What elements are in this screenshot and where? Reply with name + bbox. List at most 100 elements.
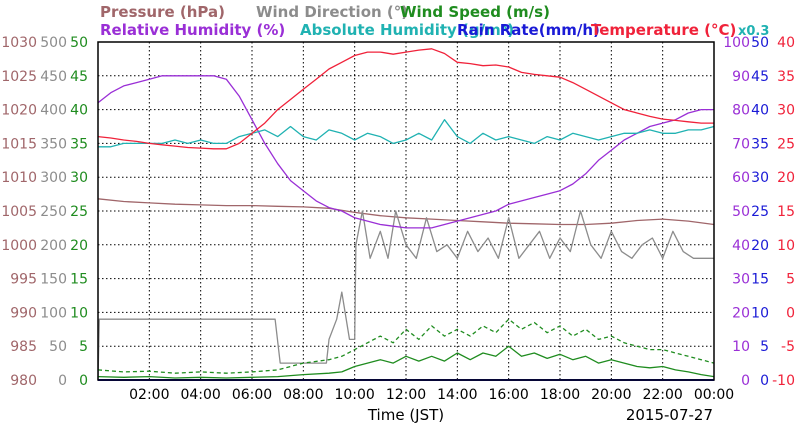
y-tick-label-pressure: 1010 <box>1 170 37 186</box>
legend-entry: x0.3 <box>738 24 769 39</box>
x-tick-label: 22:00 <box>642 387 682 403</box>
y-tick-label-rain-rate: 35 <box>751 136 769 152</box>
y-tick-label-temperature: -10 <box>772 373 795 389</box>
y-tick-label-humidity: 90 <box>732 69 750 85</box>
legend-entry: Wind Direction (°) <box>256 3 408 21</box>
y-tick-label-wind-direction: 300 <box>40 170 67 186</box>
y-tick-label-humidity: 100 <box>723 35 750 51</box>
y-tick-label-temperature: 10 <box>777 238 795 254</box>
y-tick-label-rain-rate: 45 <box>751 69 769 85</box>
y-tick-label-wind-speed: 5 <box>79 339 88 355</box>
x-tick-label: 08:00 <box>283 387 323 403</box>
y-tick-label-humidity: 50 <box>732 204 750 220</box>
series-line-temperature <box>97 48 714 150</box>
x-tick-labels: 02:00 04:00 06:00 08:00 10:00 12:00 14:00 16:00… <box>129 387 734 403</box>
y-tick-label-wind-speed: 45 <box>70 69 88 85</box>
y-tick-label-temperature: -5 <box>781 339 795 355</box>
y-tick-label-wind-speed: 40 <box>70 103 88 119</box>
legend-entry: Temperature (°C) <box>591 21 736 39</box>
y-tick-label-rain-rate: 30 <box>751 170 769 186</box>
series-line-wind-speed <box>97 345 715 379</box>
series-line-absolute-humidity <box>98 119 715 148</box>
x-tick-label: 18:00 <box>540 387 580 403</box>
y-tick-label-temperature: 25 <box>777 136 795 152</box>
y-tick-label-rain-rate: 50 <box>751 35 769 51</box>
x-tick-label: 02:00 <box>129 387 169 403</box>
x-tick-label: 00:00 <box>694 387 734 403</box>
x-tick-label: 20:00 <box>591 387 631 403</box>
y-tick-label-wind-speed: 0 <box>79 373 88 389</box>
x-tick-label: 14:00 <box>437 387 477 403</box>
y-tick-label-temperature: 0 <box>786 305 795 321</box>
y-tick-label-pressure: 985 <box>10 339 37 355</box>
y-tick-label-temperature: 5 <box>786 272 795 288</box>
y-tick-label-wind-direction: 350 <box>40 136 67 152</box>
x-axis-title: Time (JST) <box>367 406 444 424</box>
y-tick-label-wind-speed: 35 <box>70 136 88 152</box>
date-label: 2015-07-27 <box>626 406 713 424</box>
legend-entry: Pressure (hPa) <box>100 3 225 21</box>
y-tick-label-wind-direction: 150 <box>40 272 67 288</box>
x-tick-label: 12:00 <box>386 387 426 403</box>
series-line-pressure <box>97 198 715 226</box>
x-tick-label: 06:00 <box>232 387 272 403</box>
y-tick-label-rain-rate: 5 <box>760 339 769 355</box>
axis-labels: 1030102510201015101010051000995990985980… <box>1 35 795 389</box>
x-tick-label: 16:00 <box>488 387 528 403</box>
y-tick-label-wind-direction: 450 <box>40 69 67 85</box>
y-tick-label-rain-rate: 15 <box>751 272 769 288</box>
y-tick-label-pressure: 1005 <box>1 204 37 220</box>
y-tick-label-wind-direction: 500 <box>40 35 67 51</box>
y-tick-label-wind-speed: 10 <box>70 305 88 321</box>
y-tick-label-wind-speed: 20 <box>70 238 88 254</box>
y-tick-label-wind-direction: 100 <box>40 305 67 321</box>
x-tick-label: 10:00 <box>334 387 374 403</box>
y-tick-label-pressure: 1015 <box>1 136 37 152</box>
y-tick-label-rain-rate: 10 <box>751 305 769 321</box>
y-tick-label-wind-direction: 0 <box>58 373 67 389</box>
y-tick-label-humidity: 40 <box>732 238 750 254</box>
legend: Pressure (hPa) Wind Direction (°)Wind Spe… <box>100 3 769 39</box>
y-tick-label-humidity: 20 <box>732 305 750 321</box>
series-line-wind-speed-gust <box>97 318 715 374</box>
y-tick-label-humidity: 70 <box>732 136 750 152</box>
y-tick-label-rain-rate: 0 <box>760 373 769 389</box>
y-tick-label-wind-direction: 250 <box>40 204 67 220</box>
y-tick-label-humidity: 30 <box>732 272 750 288</box>
y-tick-label-humidity: 60 <box>732 170 750 186</box>
y-tick-label-pressure: 990 <box>10 305 37 321</box>
legend-entry: Absolute Humidity (g/m³) <box>300 21 514 39</box>
y-tick-label-wind-direction: 200 <box>40 238 67 254</box>
y-tick-label-humidity: 0 <box>741 373 750 389</box>
y-tick-label-pressure: 995 <box>10 272 37 288</box>
y-tick-label-pressure: 980 <box>10 373 37 389</box>
y-tick-label-rain-rate: 20 <box>751 238 769 254</box>
y-tick-label-wind-speed: 50 <box>70 35 88 51</box>
y-tick-label-wind-speed: 30 <box>70 170 88 186</box>
y-tick-label-temperature: 15 <box>777 204 795 220</box>
y-tick-label-wind-speed: 25 <box>70 204 88 220</box>
y-tick-label-pressure: 1000 <box>1 238 37 254</box>
y-tick-label-temperature: 30 <box>777 103 795 119</box>
y-tick-label-wind-direction: 400 <box>40 103 67 119</box>
y-tick-label-pressure: 1030 <box>1 35 37 51</box>
series-line-wind-direction <box>97 210 714 381</box>
y-tick-label-wind-direction: 50 <box>49 339 67 355</box>
y-tick-label-wind-speed: 15 <box>70 272 88 288</box>
plot-frame <box>97 41 715 381</box>
y-tick-label-humidity: 80 <box>732 103 750 119</box>
y-tick-label-pressure: 1025 <box>1 69 37 85</box>
legend-entry: Rain Rate(mm/h) <box>457 21 600 39</box>
y-tick-label-humidity: 10 <box>732 339 750 355</box>
y-tick-label-temperature: 20 <box>777 170 795 186</box>
y-tick-label-rain-rate: 40 <box>751 103 769 119</box>
y-tick-label-temperature: 40 <box>777 35 795 51</box>
legend-entry: Wind Speed (m/s) <box>400 3 550 21</box>
y-tick-label-temperature: 35 <box>777 69 795 85</box>
gridlines <box>98 42 714 380</box>
series-line-relative-humidity <box>97 75 714 229</box>
legend-entry: Relative Humidity (%) <box>100 21 285 39</box>
y-tick-label-rain-rate: 25 <box>751 204 769 220</box>
x-tick-label: 04:00 <box>180 387 220 403</box>
